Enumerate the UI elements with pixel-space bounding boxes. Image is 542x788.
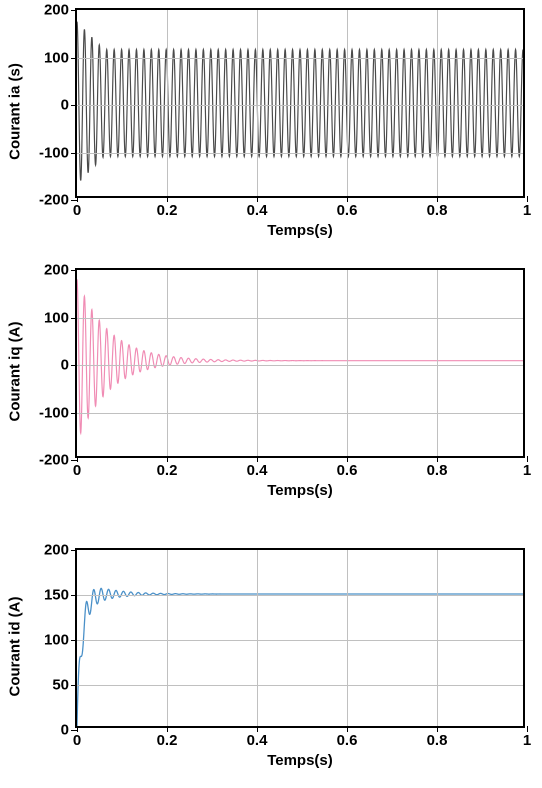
ytick-label: 200: [44, 262, 69, 279]
xtick-label: 0: [73, 462, 81, 479]
plot-area-iq: -200-100010020000.20.40.60.81: [75, 268, 525, 458]
xtick-label: 0: [73, 732, 81, 749]
ytick-label: 0: [61, 97, 69, 114]
chart-ia: -200-100010020000.20.40.60.81 Courant ia…: [0, 0, 542, 240]
ytick-label: 100: [44, 49, 69, 66]
ytick-label: -200: [39, 192, 69, 209]
signal-ia: [77, 10, 523, 196]
signal-id: [77, 550, 523, 726]
ytick-label: 200: [44, 542, 69, 559]
xtick-label: 0.8: [427, 732, 448, 749]
xtick-label: 0.4: [247, 202, 268, 219]
ylabel-ia: Courant ia (s): [7, 42, 24, 182]
ytick-label: 150: [44, 587, 69, 604]
ytick-label: -100: [39, 404, 69, 421]
xlabel-iq: Temps(s): [200, 482, 400, 499]
signal-iq: [77, 270, 523, 456]
xtick-label: 0.2: [157, 202, 178, 219]
ytick-label: 200: [44, 2, 69, 19]
xtick-label: 0.6: [337, 462, 358, 479]
ylabel-id: Courant id (A): [7, 577, 24, 717]
xtick-label: 0.8: [427, 202, 448, 219]
xtick-label: 0.4: [247, 732, 268, 749]
xtick-label: 1: [523, 462, 531, 479]
xtick-label: 0: [73, 202, 81, 219]
chart-id: 05010015020000.20.40.60.81 Courant id (A…: [0, 540, 542, 770]
xlabel-ia: Temps(s): [200, 222, 400, 239]
ytick-label: 100: [44, 632, 69, 649]
ytick-label: 0: [61, 357, 69, 374]
ytick-label: 100: [44, 309, 69, 326]
ytick-label: 0: [61, 722, 69, 739]
plot-area-ia: -200-100010020000.20.40.60.81: [75, 8, 525, 198]
xtick-label: 0.6: [337, 732, 358, 749]
xtick-label: 0.6: [337, 202, 358, 219]
xtick-label: 0.4: [247, 462, 268, 479]
xtick-label: 1: [523, 732, 531, 749]
plot-area-id: 05010015020000.20.40.60.81: [75, 548, 525, 728]
xtick-label: 0.2: [157, 462, 178, 479]
ytick-label: -100: [39, 144, 69, 161]
ytick-label: -200: [39, 452, 69, 469]
xtick-label: 1: [523, 202, 531, 219]
xlabel-id: Temps(s): [200, 752, 400, 769]
xtick-label: 0.2: [157, 732, 178, 749]
ytick-label: 50: [52, 677, 69, 694]
chart-iq: -200-100010020000.20.40.60.81 Courant iq…: [0, 260, 542, 500]
ylabel-iq: Courant iq (A): [7, 302, 24, 442]
xtick-label: 0.8: [427, 462, 448, 479]
